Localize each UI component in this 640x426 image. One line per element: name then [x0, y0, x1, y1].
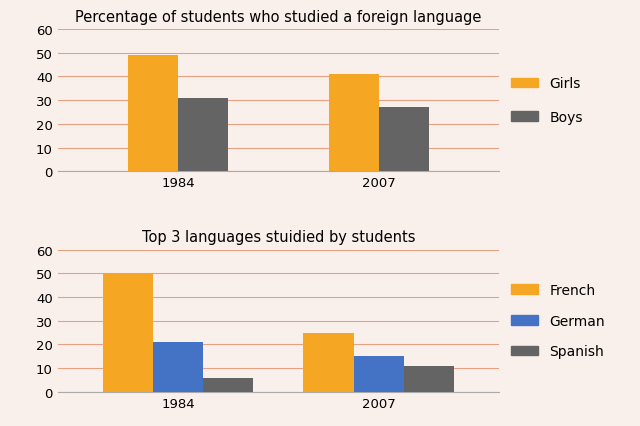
Title: Top 3 languages stuidied by students: Top 3 languages stuidied by students	[141, 230, 415, 245]
Bar	[153, 342, 203, 392]
Bar	[103, 273, 153, 392]
Bar	[303, 333, 354, 392]
Title: Percentage of students who studied a foreign language: Percentage of students who studied a for…	[76, 9, 481, 25]
Legend: Girls, Boys: Girls, Boys	[511, 77, 583, 124]
Bar	[404, 366, 454, 392]
Bar	[128, 56, 178, 172]
Bar	[354, 357, 404, 392]
Bar	[328, 75, 379, 172]
Bar	[379, 108, 429, 172]
Legend: French, German, Spanish: French, German, Spanish	[511, 283, 605, 359]
Bar	[203, 378, 253, 392]
Bar	[178, 98, 228, 172]
